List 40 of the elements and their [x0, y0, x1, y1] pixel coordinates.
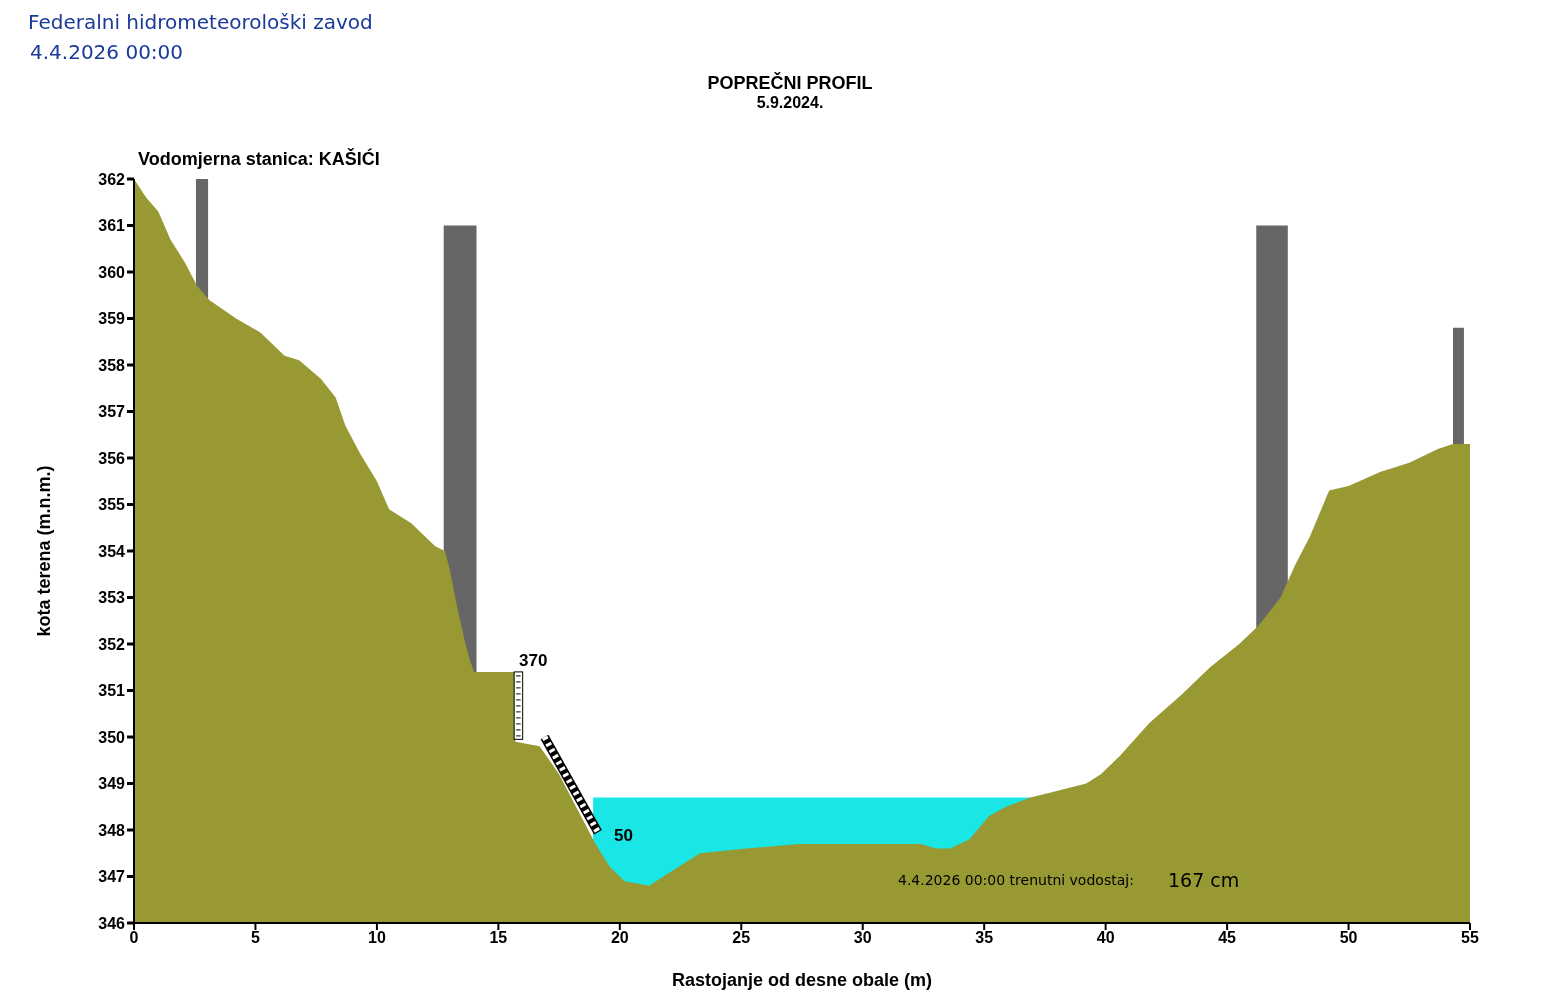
y-tick-label: 348 [98, 821, 126, 839]
annotation: 370 [519, 651, 548, 672]
x-axis-title: Rastojanje od desne obale (m) [671, 970, 933, 990]
y-tick-label: 356 [98, 449, 126, 467]
annotation: 167 cm [1168, 869, 1240, 892]
y-tick-label: 361 [98, 217, 126, 235]
x-tick-label: 25 [732, 929, 751, 947]
annotation: 4.4.2026 00:00 trenutni vodostaj: [898, 872, 1134, 889]
x-tick-label: 55 [1461, 929, 1479, 947]
y-tick-label: 347 [98, 868, 126, 886]
x-tick-label: 20 [610, 929, 629, 947]
x-tick-label: 0 [129, 929, 139, 947]
y-tick-label: 346 [98, 914, 126, 932]
x-tick-label: 40 [1096, 929, 1115, 947]
x-tick-label: 30 [853, 929, 872, 947]
y-tick-label: 355 [98, 496, 126, 514]
y-tick-label: 354 [98, 542, 126, 560]
text: 4.4.2026 00:00 [30, 40, 184, 64]
y-tick-label: 357 [98, 403, 126, 421]
text: Vodomjerna stanica: KAŠIĆI [138, 149, 380, 171]
y-tick-label: 360 [98, 263, 126, 281]
chart-title: POPREČNI PROFIL [706, 73, 874, 93]
y-tick-label: 352 [98, 635, 126, 653]
y-tick-label: 359 [98, 310, 126, 328]
x-tick-label: 35 [975, 929, 994, 947]
y-tick-label: 362 [98, 170, 126, 188]
y-tick-label: 351 [98, 682, 126, 700]
y-axis-title: kota terena (m.n.m.) [34, 465, 55, 637]
text: Federalni hidrometeorološki zavod [28, 10, 373, 34]
x-tick-label: 5 [251, 929, 260, 947]
x-tick-label: 45 [1218, 929, 1237, 947]
y-tick-label: 353 [98, 589, 126, 607]
chart-subtitle: 5.9.2024. [755, 94, 825, 112]
y-tick-label: 350 [98, 728, 126, 746]
annotation: 50 [614, 826, 633, 847]
y-tick-label: 358 [98, 356, 126, 374]
x-tick-label: 15 [489, 929, 508, 947]
y-tick-label: 349 [98, 775, 126, 793]
x-tick-label: 50 [1339, 929, 1358, 947]
x-tick-label: 10 [368, 929, 386, 947]
